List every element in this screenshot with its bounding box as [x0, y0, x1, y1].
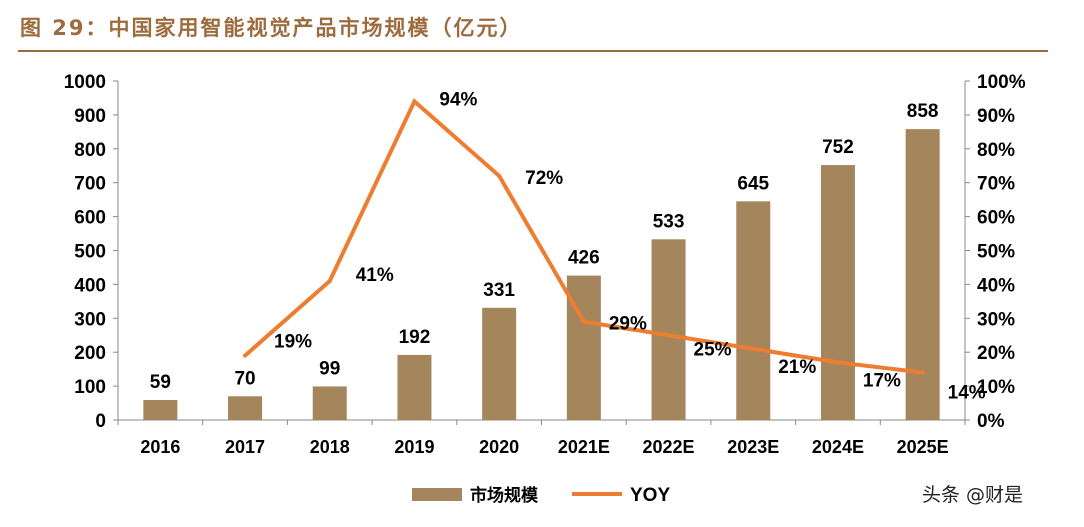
left-tick-label: 600	[74, 208, 106, 229]
bar-2017	[228, 396, 263, 420]
bar-label: 858	[907, 101, 939, 122]
right-tick-label: 30%	[977, 309, 1015, 330]
right-tick-label: 40%	[977, 275, 1015, 296]
x-tick-label: 2023E	[727, 437, 779, 457]
yoy-label: 29%	[609, 314, 647, 335]
bar-2019	[397, 354, 432, 420]
bar-label: 645	[737, 173, 769, 194]
bar-2016	[143, 399, 178, 420]
right-tick-label: 90%	[977, 106, 1015, 127]
bar-label: 331	[483, 280, 515, 301]
bar-2023E	[736, 201, 771, 420]
yoy-label: 21%	[778, 357, 816, 378]
left-tick-label: 400	[74, 275, 106, 296]
yoy-label: 19%	[274, 332, 312, 353]
yoy-point-2025E	[920, 370, 925, 375]
left-tick-label: 100	[74, 377, 106, 398]
legend-bar-swatch	[412, 488, 462, 501]
right-tick-label: 20%	[977, 343, 1015, 364]
yoy-point-2022E	[666, 333, 671, 338]
right-tick-label: 50%	[977, 242, 1015, 263]
yoy-point-2020	[497, 173, 502, 178]
left-tick-label: 0	[95, 411, 106, 432]
title-divider	[18, 50, 1048, 52]
bar-label: 426	[568, 248, 600, 269]
bar-label: 59	[150, 372, 171, 393]
bar-2025E	[905, 129, 940, 420]
x-tick-label: 2020	[479, 437, 519, 457]
yoy-point-2021E	[581, 319, 586, 324]
x-tick-label: 2025E	[897, 437, 949, 457]
bar-label: 533	[653, 211, 685, 232]
yoy-point-2019	[412, 99, 417, 104]
bar-2024E	[820, 165, 855, 420]
right-tick-label: 80%	[977, 140, 1015, 161]
right-tick-label: 0%	[977, 411, 1005, 432]
right-tick-label: 60%	[977, 208, 1015, 229]
yoy-label: 41%	[356, 265, 394, 286]
x-tick-label: 2018	[310, 437, 350, 457]
x-tick-label: 2024E	[812, 437, 864, 457]
left-tick-label: 500	[74, 242, 106, 263]
x-tick-label: 2019	[394, 437, 434, 457]
yoy-label: 25%	[694, 339, 732, 360]
watermark: 头条 @财是	[922, 484, 1024, 506]
x-tick-label: 2017	[225, 437, 265, 457]
x-tick-label: 2021E	[558, 437, 610, 457]
x-tick-label: 2016	[140, 437, 180, 457]
right-tick-label: 100%	[977, 72, 1026, 93]
bar-2020	[482, 307, 517, 420]
yoy-label: 14%	[948, 383, 986, 404]
left-tick-label: 700	[74, 174, 106, 195]
bar-2022E	[651, 239, 686, 420]
bar-2018	[312, 386, 347, 420]
x-tick-label: 2022E	[643, 437, 695, 457]
left-tick-label: 1000	[64, 72, 106, 93]
yoy-label: 17%	[863, 370, 901, 391]
yoy-point-2023E	[751, 346, 756, 351]
yoy-point-2017	[243, 353, 248, 358]
right-tick-label: 70%	[977, 174, 1015, 195]
yoy-point-2018	[327, 279, 332, 284]
yoy-label: 72%	[525, 168, 563, 189]
chart-title: 图 29：中国家用智能视觉产品市场规模（亿元）	[20, 16, 523, 40]
left-tick-label: 800	[74, 140, 106, 161]
yoy-label: 94%	[439, 89, 477, 110]
legend-line-label: YOY	[630, 485, 670, 506]
bar-label: 752	[822, 137, 854, 158]
bar-label: 70	[234, 368, 255, 389]
left-tick-label: 300	[74, 309, 106, 330]
legend-bar-label: 市场规模	[470, 485, 539, 505]
left-tick-label: 200	[74, 343, 106, 364]
bar-label: 99	[319, 358, 340, 379]
right-tick-label: 10%	[977, 377, 1015, 398]
left-tick-label: 900	[74, 106, 106, 127]
bar-label: 192	[399, 327, 431, 348]
yoy-point-2024E	[835, 360, 840, 365]
